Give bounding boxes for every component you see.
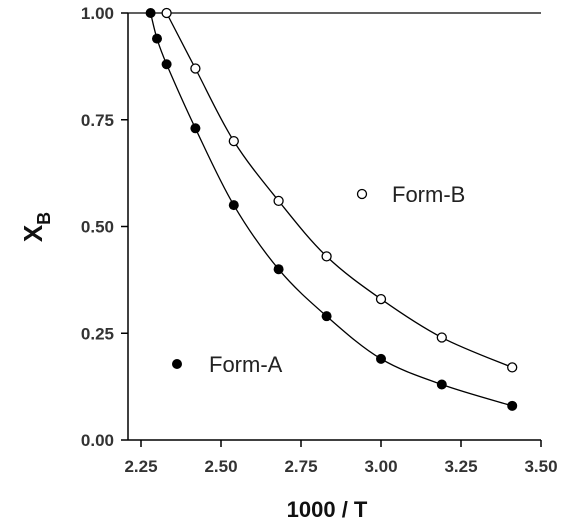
point-form-b: [190, 63, 201, 74]
y-tick-label: 1.00: [81, 4, 114, 23]
curve-form-b: [166, 12, 513, 369]
legend: Form-B Form-A: [172, 182, 465, 377]
point-form-a: [228, 200, 239, 211]
point-form-a: [145, 8, 156, 18]
x-tick-label: 3.50: [524, 457, 557, 476]
svg-text:XB: XB: [18, 212, 54, 242]
point-form-b: [321, 251, 332, 262]
y-tick-label: 0.50: [81, 218, 114, 237]
y-tick-label: 0.25: [81, 324, 114, 343]
x-ticks: 2.25 2.50 2.75 3.00 3.25 3.50: [124, 440, 558, 476]
series-curves: [149, 12, 513, 407]
point-form-a: [376, 353, 386, 364]
x-tick-label: 3.00: [364, 457, 397, 476]
legend-marker-form-a: [172, 359, 182, 369]
legend-marker-form-b: [356, 188, 368, 200]
point-form-b: [273, 195, 284, 207]
point-form-a: [436, 379, 447, 390]
point-form-a: [161, 59, 172, 70]
x-tick-label: 2.50: [204, 457, 237, 476]
point-form-a: [507, 400, 518, 411]
y-tick-label: 0.00: [81, 431, 114, 450]
x-axis-title: 1000 / T: [287, 497, 368, 522]
legend-label-form-a: Form-A: [209, 352, 283, 377]
point-form-a: [321, 311, 332, 322]
point-form-b: [161, 7, 172, 19]
point-form-a: [152, 33, 162, 44]
y-axis-title: XB: [18, 212, 54, 242]
y-tick-label: 0.75: [81, 111, 114, 130]
y-axis-title-sub: B: [34, 212, 54, 225]
point-form-a: [273, 264, 284, 275]
x-tick-label: 2.75: [284, 457, 317, 476]
x-tick-label: 3.25: [444, 457, 477, 476]
legend-label-form-b: Form-B: [392, 182, 465, 207]
point-form-b: [375, 293, 387, 305]
point-form-b: [436, 332, 447, 343]
point-form-b: [507, 362, 518, 373]
series-points: [145, 7, 518, 411]
x-tick-label: 2.25: [124, 457, 157, 476]
curve-form-a: [149, 12, 513, 407]
y-ticks: 0.00 0.25 0.50 0.75 1.00: [81, 4, 128, 450]
point-form-a: [190, 123, 201, 134]
y-axis-title-main: X: [18, 224, 48, 242]
point-form-b: [228, 135, 239, 147]
